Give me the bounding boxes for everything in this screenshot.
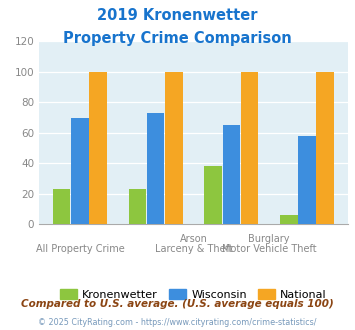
Bar: [241, 72, 258, 224]
Text: © 2025 CityRating.com - https://www.cityrating.com/crime-statistics/: © 2025 CityRating.com - https://www.city…: [38, 318, 317, 327]
Bar: [165, 72, 182, 224]
Bar: [129, 189, 146, 224]
Bar: [89, 72, 107, 224]
Text: Burglary: Burglary: [248, 234, 290, 244]
Bar: [298, 136, 316, 224]
Text: All Property Crime: All Property Crime: [36, 244, 124, 254]
Bar: [53, 189, 71, 224]
Text: Larceny & Theft: Larceny & Theft: [154, 244, 233, 254]
Bar: [71, 117, 89, 224]
Text: Property Crime Comparison: Property Crime Comparison: [63, 31, 292, 46]
Bar: [280, 215, 297, 224]
Text: 2019 Kronenwetter: 2019 Kronenwetter: [97, 8, 258, 23]
Text: Compared to U.S. average. (U.S. average equals 100): Compared to U.S. average. (U.S. average …: [21, 299, 334, 309]
Text: Arson: Arson: [180, 234, 207, 244]
Bar: [147, 113, 164, 224]
Text: Motor Vehicle Theft: Motor Vehicle Theft: [222, 244, 316, 254]
Bar: [204, 166, 222, 224]
Legend: Kronenwetter, Wisconsin, National: Kronenwetter, Wisconsin, National: [56, 285, 331, 305]
Bar: [223, 125, 240, 224]
Bar: [316, 72, 334, 224]
